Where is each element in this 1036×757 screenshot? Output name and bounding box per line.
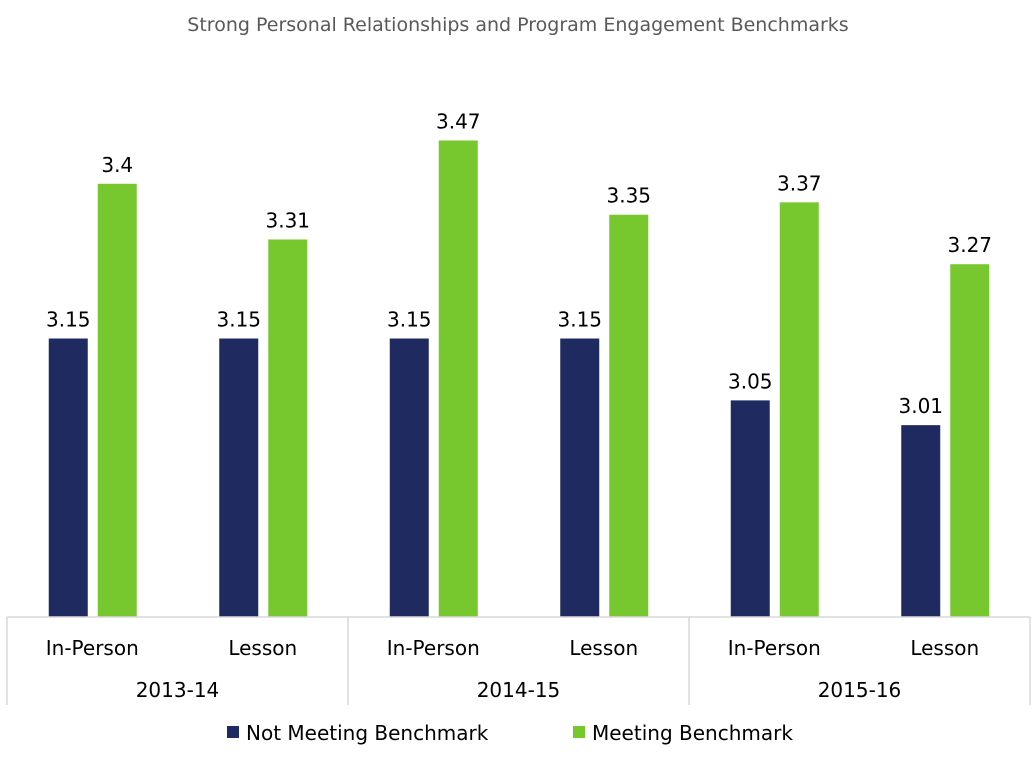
chart-title: Strong Personal Relationships and Progra… — [187, 14, 848, 36]
group-label: 2013-14 — [136, 678, 220, 702]
data-label: 3.01 — [898, 394, 943, 418]
x-tick-label: Lesson — [910, 636, 979, 660]
data-label: 3.15 — [557, 308, 602, 332]
data-label: 3.15 — [46, 308, 91, 332]
group-label: 2014-15 — [477, 678, 561, 702]
legend-label: Not Meeting Benchmark — [246, 721, 489, 745]
x-tick-label: In-Person — [46, 636, 139, 660]
bar — [268, 239, 308, 617]
bar — [779, 202, 819, 617]
data-label: 3.15 — [387, 308, 432, 332]
data-label: 3.05 — [728, 369, 773, 393]
x-tick-label: In-Person — [387, 636, 480, 660]
legend-swatch — [227, 726, 239, 738]
bar — [97, 183, 137, 617]
legend-label: Meeting Benchmark — [592, 721, 793, 745]
x-tick-label: Lesson — [569, 636, 638, 660]
bar — [219, 338, 259, 617]
data-label: 3.15 — [216, 308, 261, 332]
data-label: 3.37 — [777, 171, 822, 195]
bar — [950, 264, 990, 617]
x-tick-label: In-Person — [728, 636, 821, 660]
x-tick-label: Lesson — [228, 636, 297, 660]
bar — [730, 400, 770, 617]
bar — [901, 425, 941, 617]
bar — [560, 338, 600, 617]
bar — [438, 140, 478, 617]
data-label: 3.31 — [265, 208, 310, 232]
data-label: 3.47 — [436, 109, 481, 133]
group-label: 2015-16 — [818, 678, 902, 702]
data-label: 3.27 — [947, 233, 992, 257]
data-label: 3.35 — [606, 184, 651, 208]
legend-swatch — [573, 726, 585, 738]
data-label: 3.4 — [101, 153, 133, 177]
bar — [609, 214, 649, 617]
bar — [389, 338, 429, 617]
bar — [48, 338, 88, 617]
